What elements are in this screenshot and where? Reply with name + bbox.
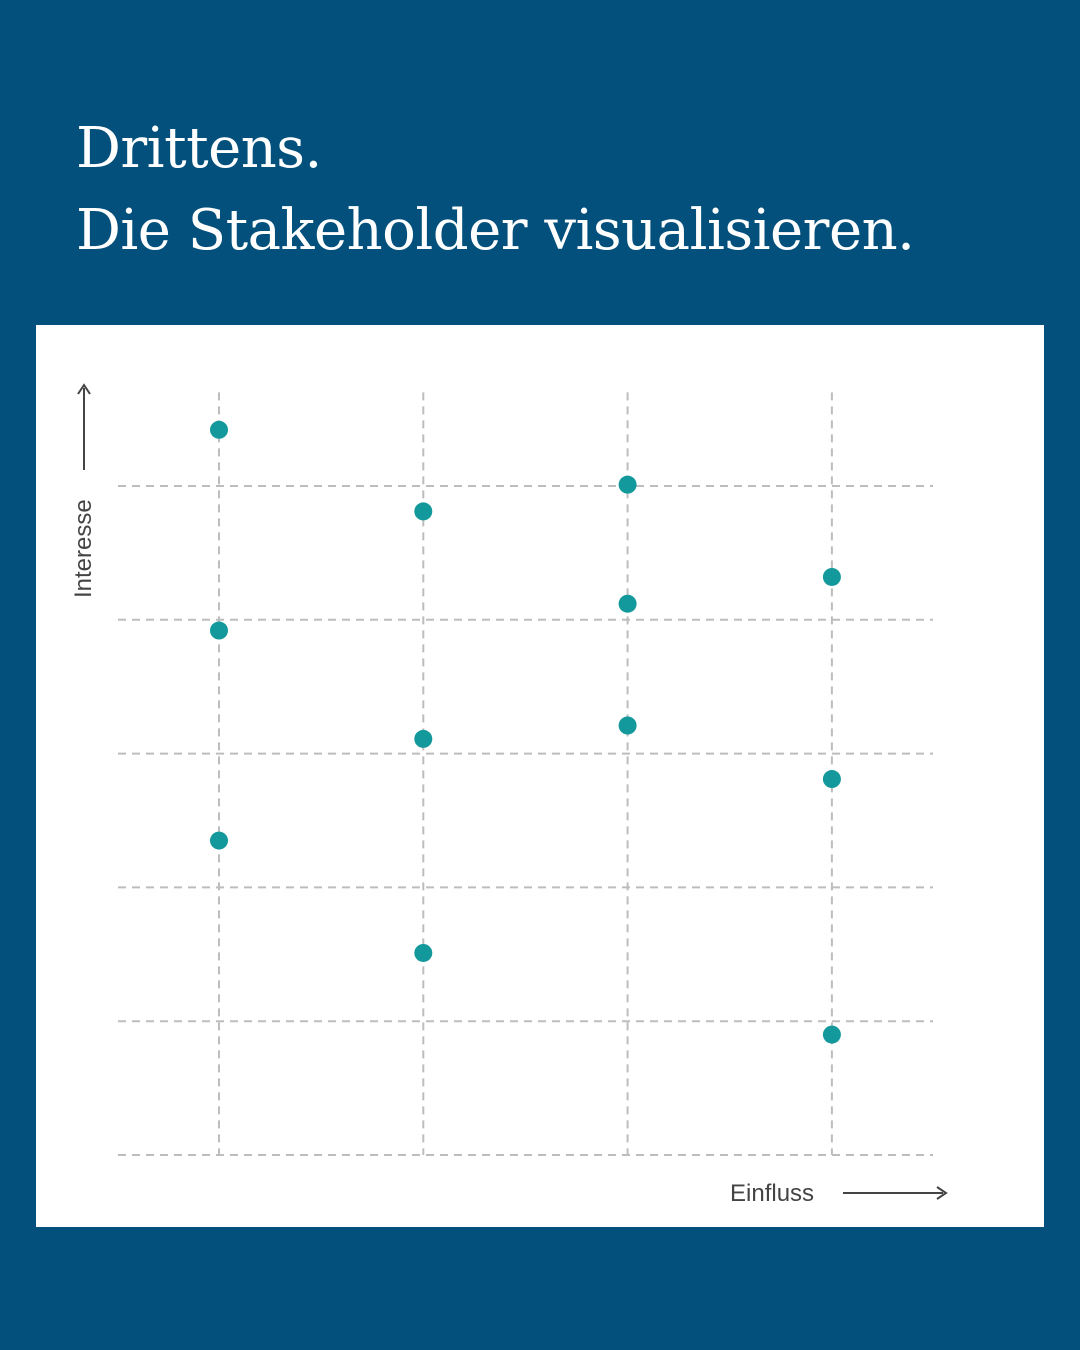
x-axis-label: Einfluss	[730, 1180, 814, 1207]
y-axis: Interesse	[70, 383, 97, 598]
stakeholder-point	[618, 594, 637, 613]
stakeholder-point	[414, 502, 433, 521]
stakeholder-point	[210, 621, 228, 640]
page-title: Drittens. Die Stakeholder visualisieren.	[76, 108, 915, 272]
y-axis-arrow-head-icon	[77, 383, 91, 395]
stakeholder-point	[210, 831, 228, 850]
chart-card	[36, 325, 1044, 1227]
points	[210, 420, 841, 1044]
title-line-1: Drittens.	[76, 116, 322, 181]
stakeholder-point	[822, 1025, 841, 1044]
stakeholder-point	[414, 729, 433, 748]
title-line-2: Die Stakeholder visualisieren.	[76, 198, 915, 263]
y-axis-label: Interesse	[70, 499, 97, 598]
x-axis: Einfluss	[730, 1180, 948, 1207]
stakeholder-point	[822, 567, 841, 586]
x-axis-arrow-head-icon	[936, 1186, 948, 1200]
stakeholder-point	[210, 420, 228, 439]
stakeholder-point	[414, 943, 433, 962]
stakeholder-point	[618, 716, 637, 735]
stakeholder-point	[618, 475, 637, 494]
stakeholder-point	[822, 770, 841, 789]
grid	[118, 392, 933, 1156]
